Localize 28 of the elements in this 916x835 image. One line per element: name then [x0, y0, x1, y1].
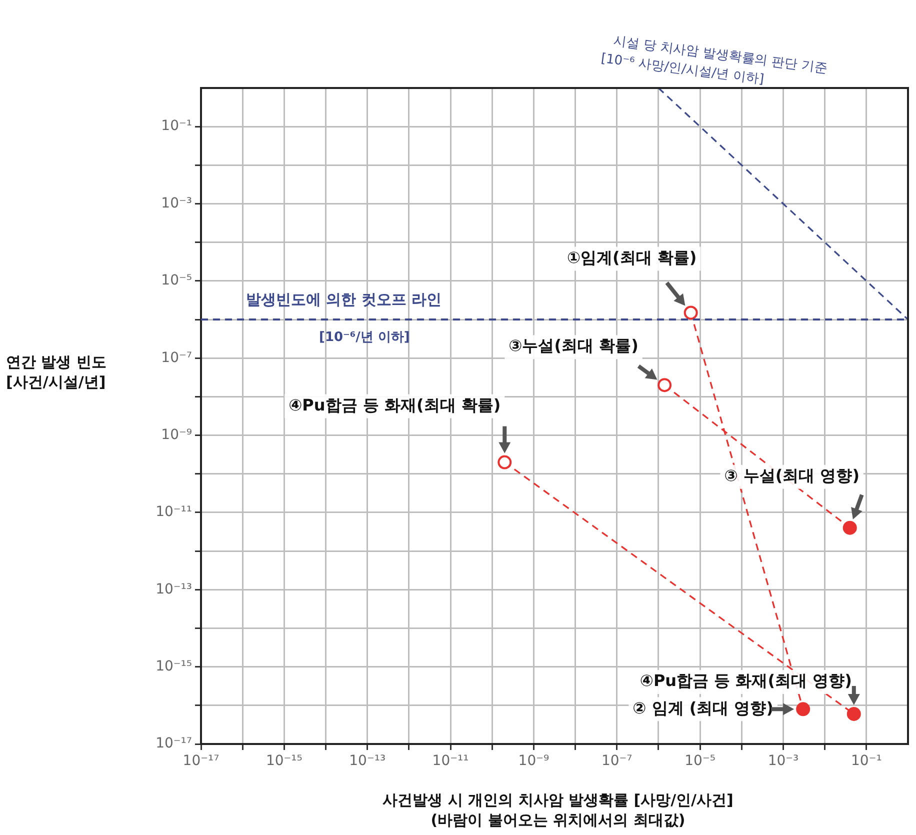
annotation: ④Pu합금 등 화재(최대 영향)	[640, 671, 852, 690]
y-tick-label: 10⁻¹⁵	[156, 658, 192, 674]
y-tick-label: 10⁻⁷	[161, 350, 192, 366]
x-tick-label: 10⁻¹⁷	[182, 753, 220, 770]
y-tick-label: 10⁻⁹	[161, 426, 192, 443]
x-tick-label: 10⁻⁹	[518, 753, 550, 770]
x-tick-label: 10⁻¹³	[349, 753, 386, 770]
x-tick-label: 10⁻³	[768, 753, 799, 770]
y-tick-label: 10⁻¹	[161, 118, 192, 134]
y-tick-label: 10⁻¹¹	[156, 504, 192, 520]
x-tick-label: 10⁻¹¹	[432, 753, 469, 770]
y-tick-label: 10⁻¹⁷	[156, 736, 192, 752]
annotation: ④Pu합금 등 화재(최대 확률)	[288, 395, 501, 414]
x-axis-title: 사건발생 시 개인의 치사암 발생확률 [사망/인/사건] (바람이 불어오는 위치에서의 최대값)	[382, 790, 734, 830]
y-tick-label: 10⁻⁵	[161, 272, 192, 289]
y-axis-title: 연간 발생 빈도 [사건/시설/년]	[6, 352, 106, 392]
text: 발생빈도에 의한 컷오프 라인 [10⁻⁶/년 이하]	[246, 290, 442, 345]
y-tick-label: 10⁻³	[161, 195, 192, 212]
y-tick-label: 10⁻¹³	[156, 581, 192, 598]
annotation: ③누설(최대 확률)	[508, 336, 638, 356]
x-tick-label: 10⁻⁵	[684, 753, 716, 770]
x-tick-label: 10⁻¹⁵	[266, 753, 302, 770]
annotation: ② 임계 (최대 영향)	[632, 698, 774, 718]
text: 시설 당 치사암 발생확률의 판단 기준 [10⁻⁶ 사망/인/시설/년 이하]	[600, 34, 828, 88]
x-tick-label: 10⁻⁷	[601, 753, 632, 770]
annotation: ①임계(최대 확률)	[566, 248, 697, 267]
x-tick-label: 10⁻¹	[851, 753, 882, 770]
annotation: ③ 누설(최대 영향)	[724, 466, 860, 485]
